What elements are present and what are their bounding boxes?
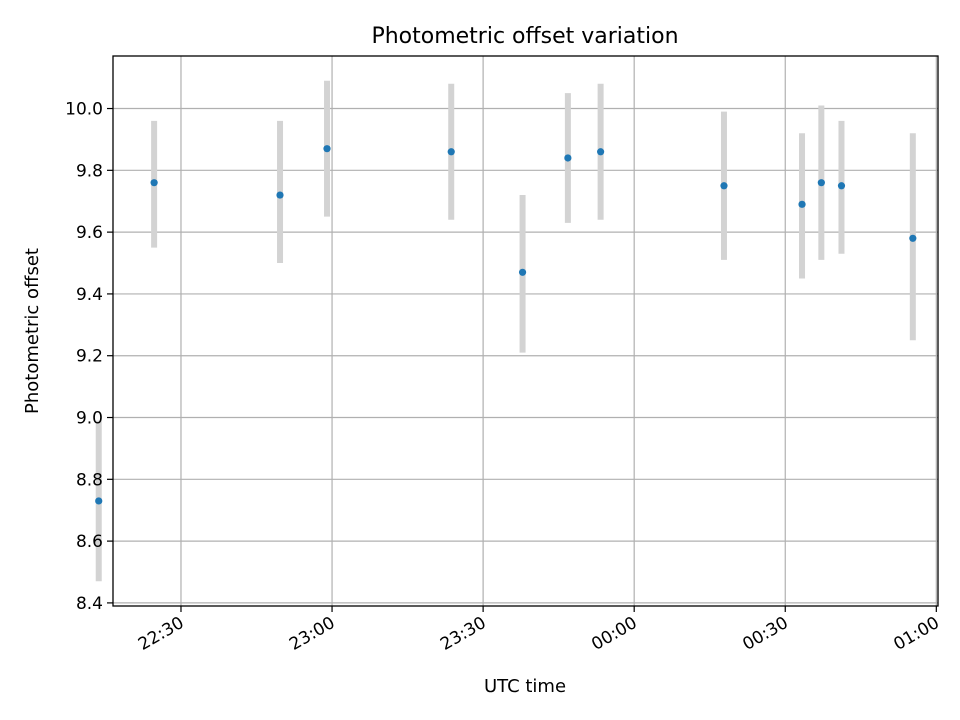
data-point (150, 179, 158, 187)
data-point (837, 182, 846, 190)
y-tick-label: 9.0 (76, 409, 103, 429)
data-point (798, 200, 806, 208)
data-point (95, 497, 103, 505)
data-point (564, 154, 572, 162)
y-tick-label: 9.4 (76, 285, 103, 305)
grid (113, 56, 938, 606)
chart-title: Photometric offset variation (371, 24, 678, 49)
data-points (95, 145, 917, 505)
y-tick-label: 10.0 (65, 100, 103, 120)
y-tick-label: 9.8 (76, 161, 103, 181)
data-point (518, 268, 527, 276)
data-point (447, 148, 455, 156)
y-axis-ticks: 8.4 8.6 8.8 9.0 9.2 9.4 9.6 9.8 10.0 (65, 100, 113, 614)
data-point (909, 234, 917, 242)
y-tick-label: 8.4 (76, 594, 103, 614)
data-point (817, 179, 825, 187)
y-tick-label: 8.8 (76, 470, 103, 490)
y-tick-label: 9.6 (76, 223, 103, 243)
data-point (597, 148, 605, 156)
data-point (323, 145, 331, 153)
y-tick-label: 8.6 (76, 532, 103, 552)
y-axis-label: Photometric offset (22, 248, 43, 414)
data-point (720, 182, 728, 190)
data-point (276, 191, 284, 199)
y-tick-label: 9.2 (76, 347, 103, 367)
x-axis-label: UTC time (484, 676, 566, 697)
plot-frame (112, 55, 939, 607)
